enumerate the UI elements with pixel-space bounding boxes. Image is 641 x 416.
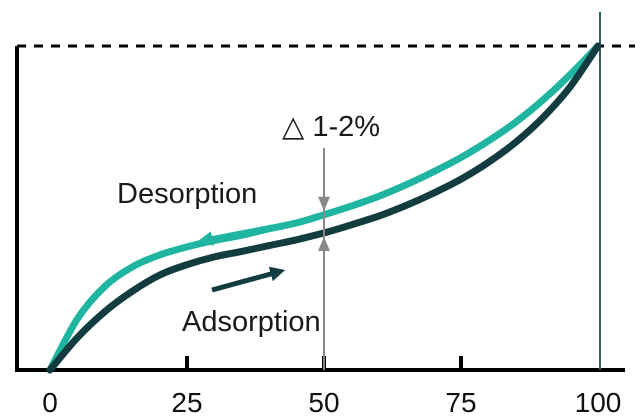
delta-arrow-up xyxy=(318,236,330,251)
x-tick-label-100: 100 xyxy=(575,387,622,416)
delta-arrow-down xyxy=(318,196,330,211)
desorption-label: Desorption xyxy=(117,178,257,210)
x-tick-label-0: 0 xyxy=(42,387,58,416)
annotations-layer xyxy=(197,148,330,370)
adsorption-label: Adsorption xyxy=(182,306,321,338)
desorption-direction-arrow xyxy=(197,224,273,246)
x-tick-label-75: 75 xyxy=(445,387,476,416)
delta-annotation-label: △ 1-2% xyxy=(282,111,380,143)
adsorption-direction-arrow xyxy=(211,266,286,293)
x-tick-label-25: 25 xyxy=(171,387,202,416)
x-tick-label-50: 50 xyxy=(308,387,339,416)
